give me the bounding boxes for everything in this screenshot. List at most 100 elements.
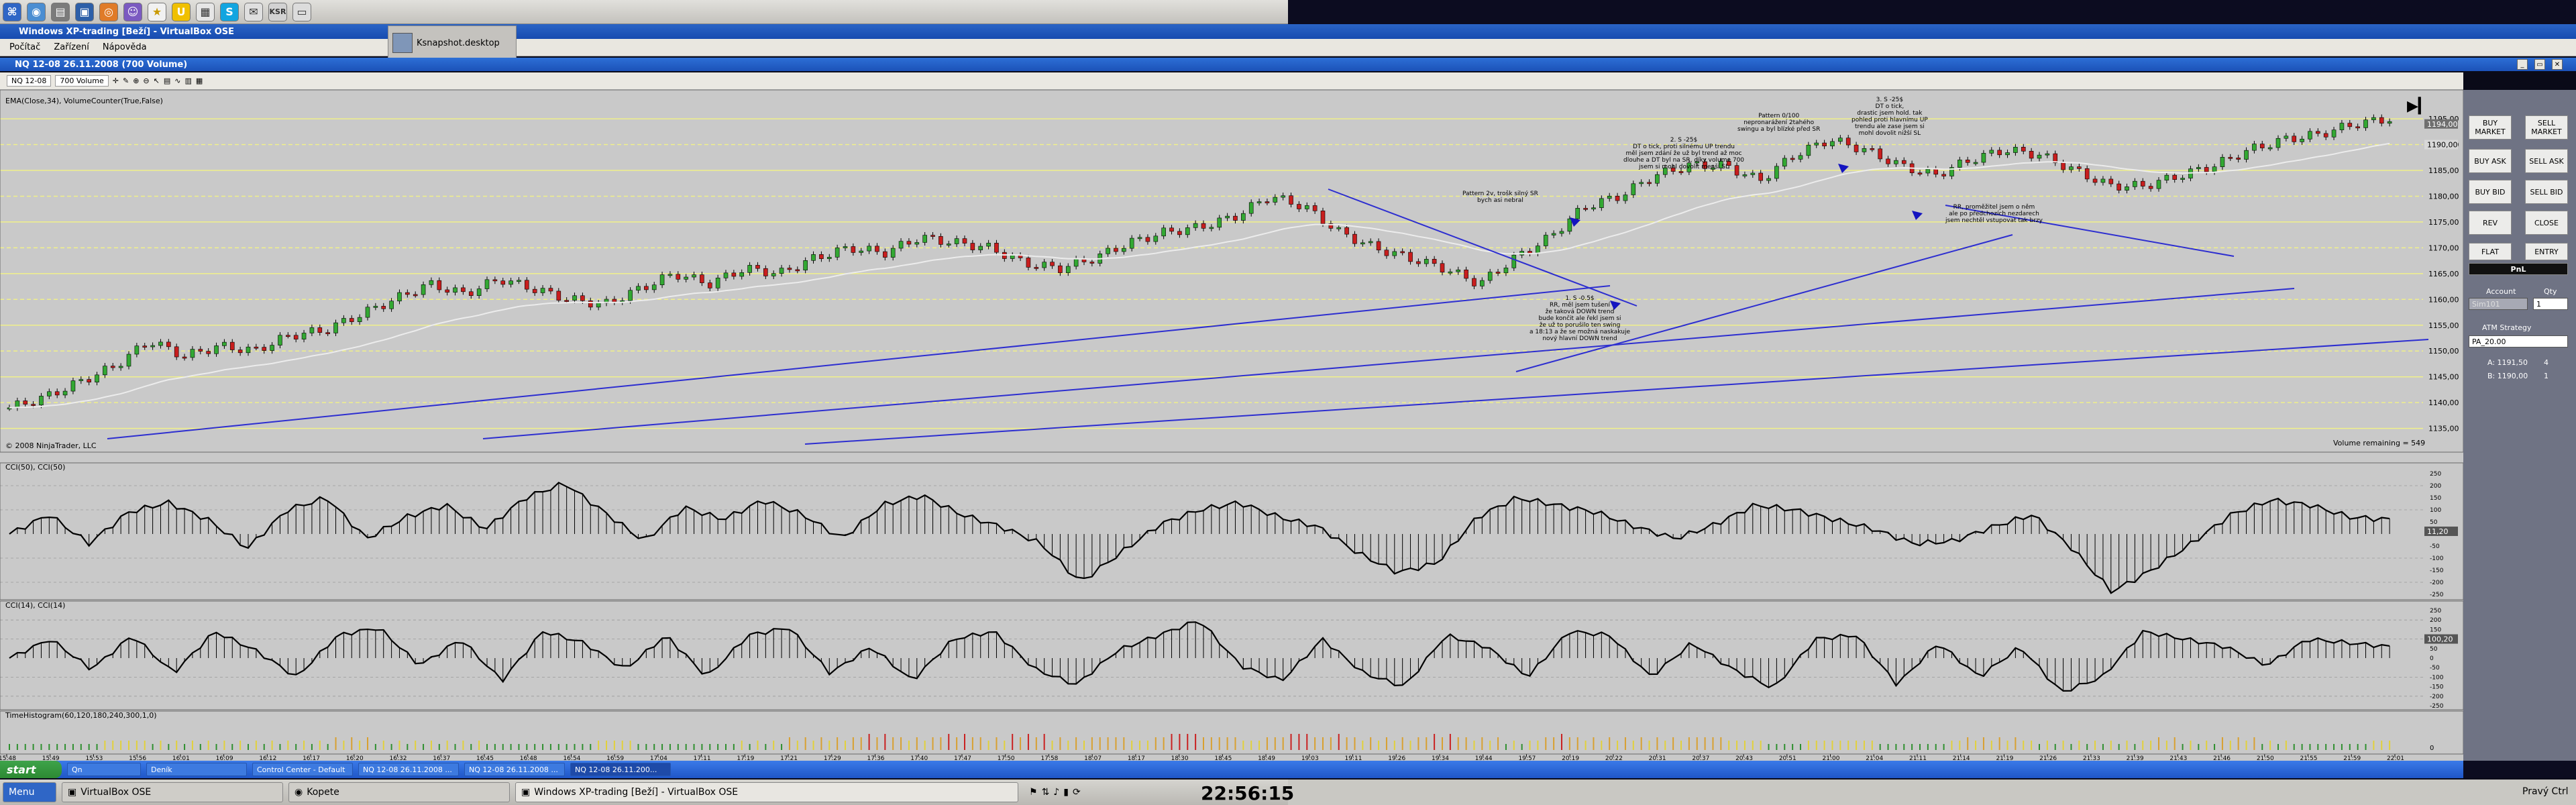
candle-body (349, 318, 354, 322)
interval-selector[interactable]: 700 Volume (55, 75, 109, 87)
qty-input[interactable]: 1 (2533, 298, 2568, 310)
mail-icon[interactable]: ✉ (244, 2, 263, 21)
candle-body (930, 235, 935, 237)
tray-flag-icon[interactable]: ⚑ (1029, 787, 1038, 798)
xp-task-qn[interactable]: Qn (67, 763, 141, 776)
atm-strategy-select[interactable]: PA_20.00 (2469, 335, 2568, 347)
files-icon[interactable]: ▤ (51, 2, 70, 21)
candle-body (954, 238, 959, 244)
candle-body (237, 350, 243, 354)
skype-icon[interactable]: S (220, 2, 239, 21)
pencil-icon[interactable]: ✎ (122, 76, 129, 85)
time-tick-label: 17:47 (954, 755, 971, 761)
restore-button[interactable]: ▭ (2534, 59, 2545, 70)
start-button[interactable]: start (0, 761, 62, 778)
time-tick-label: 18:49 (1258, 755, 1275, 761)
time-tick-label: 15:53 (85, 755, 103, 761)
screenshot-icon[interactable]: ▭ (292, 2, 311, 21)
tray-volume-icon[interactable]: ♪ (1053, 787, 1060, 798)
candle-body (1567, 218, 1572, 232)
candle-body (1265, 201, 1270, 203)
pointer-icon[interactable]: ↖ (153, 76, 160, 85)
chart-annotation: 3. S -25$ DT o tick, drastic jsem hold. … (1851, 97, 1928, 137)
zoom-out-icon[interactable]: ⊖ (143, 76, 150, 85)
star-icon[interactable]: ★ (148, 2, 166, 21)
host-task-label: Kopete (307, 787, 339, 798)
xp-task-denik[interactable]: Deník (146, 763, 247, 776)
time-tick-label: 20:19 (1562, 755, 1579, 761)
candle-body (2347, 123, 2353, 127)
snapshot-icon (392, 33, 413, 53)
minimize-button[interactable]: _ (2517, 59, 2528, 70)
virtualbox-icon[interactable]: ▣ (75, 2, 94, 21)
flat-button[interactable]: FLAT (2469, 243, 2512, 260)
cci50-label: CCI(50), CCI(50) (5, 463, 66, 472)
candle-body (508, 280, 513, 285)
menu-zarizeni[interactable]: Zařízení (54, 42, 89, 52)
document-icon[interactable]: ▦ (196, 2, 215, 21)
time-tick-label: 21:43 (2169, 755, 2187, 761)
cci-tick-label: -100 (2430, 674, 2444, 681)
vm-status-area (2463, 761, 2576, 778)
entry-button[interactable]: ENTRY (2525, 243, 2568, 260)
candle-body (54, 391, 60, 396)
host-key-label: Pravý Ctrl (2522, 786, 2569, 797)
candle-body (317, 327, 323, 333)
sell-ask-button[interactable]: SELL ASK (2525, 149, 2568, 173)
candle-body (779, 268, 784, 274)
buy-ask-button[interactable]: BUY ASK (2469, 149, 2512, 173)
xp-task-chart-2[interactable]: NQ 12-08 26.11.2008 ... (464, 763, 565, 776)
scroll-to-end-icon[interactable]: ▶▎ (2407, 98, 2430, 115)
firefox-icon[interactable]: ◎ (99, 2, 118, 21)
menu-pocitac[interactable]: Počítač (9, 42, 41, 52)
candle-body (2284, 136, 2289, 139)
close-position-button[interactable]: CLOSE (2525, 211, 2568, 235)
candle-body (1145, 237, 1150, 242)
tray-network-icon[interactable]: ⇅ (1041, 787, 1050, 798)
time-tick-label: 16:17 (303, 755, 320, 761)
zoom-in-icon[interactable]: ⊕ (133, 76, 140, 85)
order-panel-icon[interactable]: ▦ (195, 76, 203, 85)
pidgin-icon[interactable]: ☺ (123, 2, 142, 21)
sell-bid-button[interactable]: SELL BID (2525, 180, 2568, 204)
instrument-selector[interactable]: NQ 12-08 (7, 75, 52, 87)
menu-napoveda[interactable]: Nápověda (102, 42, 147, 52)
xp-task-chart-1[interactable]: NQ 12-08 26.11.2008 ... (358, 763, 459, 776)
ksr-icon[interactable]: KSR (268, 2, 287, 21)
cci-tick-label: -250 (2430, 592, 2444, 598)
reverse-button[interactable]: REV (2469, 211, 2512, 235)
host-task-virtualbox[interactable]: ▣ VirtualBox OSE (62, 782, 283, 802)
host-menu-button[interactable]: Menu (3, 782, 56, 802)
buy-market-button[interactable]: BUY MARKET (2469, 115, 2512, 140)
host-task-kopete[interactable]: ◉ Kopete (288, 782, 510, 802)
crosshair-icon[interactable]: ✛ (112, 76, 119, 85)
properties-icon[interactable]: ▤ (163, 76, 171, 85)
menu-icon[interactable]: ⌘ (3, 2, 21, 21)
xp-task-control-center[interactable]: Control Center - Default (252, 763, 353, 776)
candle-body (1495, 272, 1501, 274)
time-tick-label: 19:34 (1432, 755, 1449, 761)
strategy-icon[interactable]: ▥ (184, 76, 192, 85)
tray-battery-icon[interactable]: ▮ (1063, 787, 1069, 798)
account-select[interactable]: Sim101 (2469, 298, 2528, 310)
tray-update-icon[interactable]: ⟳ (1072, 787, 1081, 798)
chart-area[interactable]: 1195,001190,001185,001180,001175,001170,… (0, 90, 2463, 761)
close-button[interactable]: ✕ (2552, 59, 2563, 70)
cci14-value-label: 100,20 (2427, 635, 2453, 644)
time-tick-label: 21:11 (1909, 755, 1927, 761)
candle-body (1806, 144, 1811, 156)
candle-body (278, 335, 282, 345)
candle-body (229, 341, 235, 350)
cci50-line (9, 482, 2390, 594)
clock[interactable]: 22:56:15 (1201, 782, 1295, 804)
xp-task-chart-3[interactable]: NQ 12-08 26.11.200... (570, 763, 671, 776)
usb-icon[interactable]: U (172, 2, 191, 21)
host-task-vm-window[interactable]: ▣ Windows XP-trading [Beží] - VirtualBox … (515, 782, 1018, 802)
buy-bid-button[interactable]: BUY BID (2469, 180, 2512, 204)
browser-icon[interactable]: ◉ (27, 2, 46, 21)
candle-body (1599, 198, 1604, 208)
sell-market-button[interactable]: SELL MARKET (2525, 115, 2568, 140)
time-tick-label: 21:39 (2127, 755, 2144, 761)
indicator-icon[interactable]: ∿ (174, 76, 181, 85)
price-chart-svg[interactable]: 1195,001190,001185,001180,001175,001170,… (0, 90, 2463, 761)
